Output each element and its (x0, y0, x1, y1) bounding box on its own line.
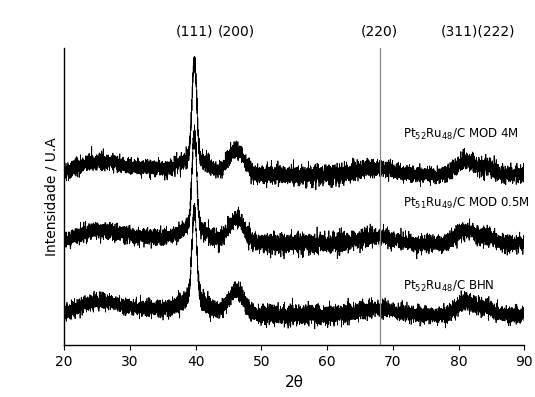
Text: Pt$_{51}$Ru$_{49}$/C MOD 0.5M: Pt$_{51}$Ru$_{49}$/C MOD 0.5M (403, 195, 530, 210)
Y-axis label: Intensidade / U.A: Intensidade / U.A (44, 137, 59, 256)
X-axis label: 2θ: 2θ (285, 375, 304, 390)
Text: (311)(222): (311)(222) (441, 25, 516, 39)
Text: (220): (220) (361, 25, 398, 39)
Text: (111): (111) (175, 25, 213, 39)
Text: (200): (200) (218, 25, 255, 39)
Text: Pt$_{52}$Ru$_{48}$/C BHN: Pt$_{52}$Ru$_{48}$/C BHN (403, 279, 494, 295)
Text: Pt$_{52}$Ru$_{48}$/C MOD 4M: Pt$_{52}$Ru$_{48}$/C MOD 4M (403, 127, 518, 142)
